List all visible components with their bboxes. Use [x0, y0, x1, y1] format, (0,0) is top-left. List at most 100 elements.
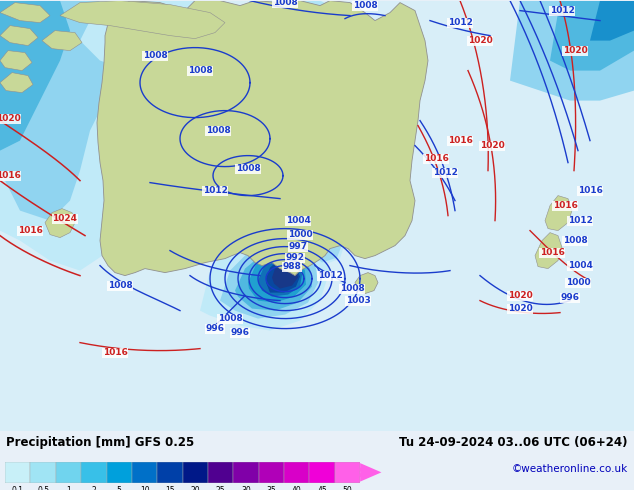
- Text: 992: 992: [285, 253, 304, 262]
- Polygon shape: [0, 0, 70, 150]
- Bar: [157, 462, 183, 483]
- Text: 996: 996: [231, 328, 250, 337]
- Text: 1008: 1008: [273, 0, 297, 7]
- Polygon shape: [510, 0, 634, 100]
- Text: 45: 45: [317, 486, 327, 490]
- Polygon shape: [355, 272, 378, 294]
- Bar: [259, 462, 284, 483]
- Text: 988: 988: [283, 262, 301, 271]
- Text: 1003: 1003: [346, 296, 370, 305]
- Bar: [81, 462, 107, 483]
- Polygon shape: [0, 0, 200, 270]
- Text: 30: 30: [241, 486, 251, 490]
- Text: 1016: 1016: [0, 171, 20, 180]
- Polygon shape: [220, 243, 318, 318]
- Text: 1008: 1008: [108, 281, 133, 290]
- Text: 996: 996: [205, 324, 224, 333]
- Polygon shape: [0, 2, 50, 23]
- Text: 20: 20: [190, 486, 200, 490]
- Text: ©weatheronline.co.uk: ©weatheronline.co.uk: [512, 464, 628, 473]
- Text: 1012: 1012: [567, 216, 592, 225]
- Polygon shape: [0, 25, 38, 46]
- Polygon shape: [60, 0, 225, 39]
- Polygon shape: [200, 231, 330, 331]
- Text: Precipitation [mm] GFS 0.25: Precipitation [mm] GFS 0.25: [6, 436, 195, 449]
- Text: 1020: 1020: [480, 141, 505, 150]
- Text: 2: 2: [91, 486, 96, 490]
- Polygon shape: [310, 233, 342, 263]
- Text: 25: 25: [216, 486, 226, 490]
- Polygon shape: [266, 259, 300, 293]
- Text: 10: 10: [139, 486, 150, 490]
- Polygon shape: [272, 262, 298, 289]
- Bar: [107, 462, 132, 483]
- Text: 1012: 1012: [550, 6, 574, 15]
- Text: 1020: 1020: [508, 304, 533, 313]
- Polygon shape: [145, 75, 168, 128]
- Text: 1020: 1020: [508, 291, 533, 300]
- Text: 1016: 1016: [448, 136, 472, 145]
- Text: 1008: 1008: [188, 66, 212, 75]
- Text: 1008: 1008: [340, 284, 365, 293]
- Text: 1016: 1016: [578, 186, 602, 195]
- Polygon shape: [360, 463, 382, 482]
- Polygon shape: [550, 0, 634, 71]
- Text: 1000: 1000: [288, 230, 313, 239]
- Text: 1004: 1004: [567, 261, 592, 270]
- Text: 1016: 1016: [553, 201, 578, 210]
- Text: 0.1: 0.1: [12, 486, 23, 490]
- Polygon shape: [535, 233, 562, 269]
- Text: 1008: 1008: [236, 164, 261, 173]
- Text: 1000: 1000: [566, 278, 590, 287]
- Text: 5: 5: [117, 486, 122, 490]
- Text: 1012: 1012: [318, 271, 342, 280]
- Polygon shape: [235, 248, 312, 311]
- Bar: [233, 462, 259, 483]
- Text: 1016: 1016: [103, 348, 127, 357]
- Text: 1016: 1016: [18, 226, 42, 235]
- Polygon shape: [42, 30, 82, 50]
- Text: 1008: 1008: [205, 126, 230, 135]
- Text: 1008: 1008: [217, 314, 242, 323]
- Text: 1: 1: [66, 486, 71, 490]
- Text: 997: 997: [288, 242, 307, 251]
- Polygon shape: [545, 196, 572, 231]
- Bar: [284, 462, 309, 483]
- Bar: [5, 462, 30, 483]
- Polygon shape: [130, 61, 170, 136]
- Text: 40: 40: [292, 486, 302, 490]
- Polygon shape: [80, 0, 220, 80]
- Text: 1020: 1020: [468, 36, 493, 45]
- Text: 1008: 1008: [562, 236, 587, 245]
- Text: 1008: 1008: [143, 51, 167, 60]
- Polygon shape: [0, 73, 33, 93]
- Polygon shape: [175, 116, 215, 163]
- Polygon shape: [0, 0, 140, 220]
- Text: 1024: 1024: [53, 214, 77, 223]
- Text: 1020: 1020: [562, 46, 587, 55]
- Text: 35: 35: [266, 486, 276, 490]
- Bar: [208, 462, 233, 483]
- Bar: [183, 462, 208, 483]
- Text: 996: 996: [560, 293, 579, 302]
- Text: 15: 15: [165, 486, 175, 490]
- Bar: [309, 462, 335, 483]
- Polygon shape: [230, 0, 340, 41]
- Text: 1012: 1012: [448, 18, 472, 27]
- Polygon shape: [258, 256, 302, 296]
- Bar: [335, 462, 360, 483]
- Text: 1020: 1020: [0, 114, 20, 123]
- Text: 0.5: 0.5: [37, 486, 49, 490]
- Polygon shape: [590, 0, 634, 41]
- Bar: [132, 462, 157, 483]
- Polygon shape: [97, 0, 428, 275]
- Polygon shape: [45, 209, 75, 238]
- Text: 1004: 1004: [285, 216, 311, 225]
- Text: 50: 50: [342, 486, 353, 490]
- Polygon shape: [240, 187, 270, 219]
- Bar: [56, 462, 81, 483]
- Polygon shape: [305, 231, 345, 266]
- Polygon shape: [248, 250, 306, 303]
- Text: 1008: 1008: [353, 1, 377, 10]
- Polygon shape: [0, 50, 32, 71]
